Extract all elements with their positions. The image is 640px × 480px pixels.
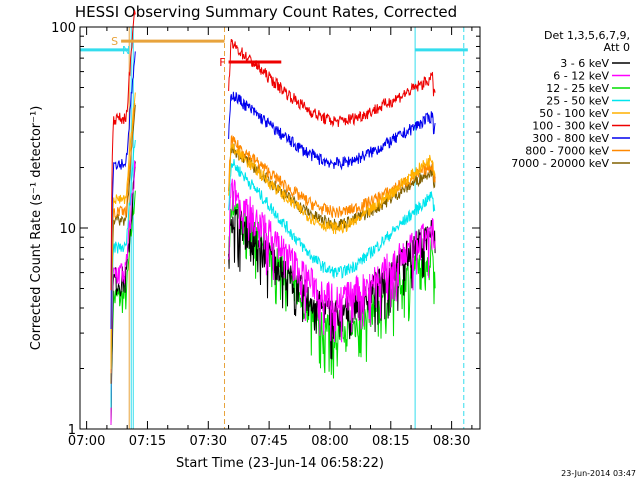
x-tick-label: 07:45	[250, 434, 287, 449]
legend-label-50-100: 50 - 100 keV	[539, 107, 609, 120]
series-800-7000-line	[110, 102, 136, 374]
legend-label-7000-20000: 7000 - 20000 keV	[511, 157, 609, 170]
chart-title: HESSI Observing Summary Count Rates, Cor…	[75, 3, 457, 21]
series-100-300-line	[228, 38, 436, 128]
series-lines	[110, 10, 436, 425]
legend-label-25-50: 25 - 50 keV	[546, 95, 609, 108]
x-tick-label: 07:00	[68, 434, 105, 449]
series-6-12-line	[228, 178, 436, 343]
series-50-100-line	[110, 92, 136, 370]
timestamp: 23-Jun-2014 03:47	[561, 469, 636, 478]
y-axis-ticks: 1 10 100	[51, 21, 480, 438]
series-6-12-line	[110, 160, 136, 425]
legend-label-3-6: 3 - 6 keV	[560, 57, 609, 70]
series-25-50-line	[228, 159, 436, 279]
x-axis-label: Start Time (23-Jun-14 06:58:22)	[176, 456, 384, 471]
series-300-800-line	[110, 51, 136, 330]
y-tick-label: 100	[51, 21, 76, 36]
y-axis-label: Corrected Count Rate (s⁻¹ detector⁻¹)	[29, 106, 44, 351]
series-100-300-line	[110, 10, 136, 291]
legend-label-100-300: 100 - 300 keV	[532, 120, 609, 133]
legend-label-800-7000: 800 - 7000 keV	[525, 145, 609, 158]
legend-label-12-25: 12 - 25 keV	[546, 82, 609, 95]
series-50-100-line	[228, 142, 436, 235]
legend-header-line-2: Att 0	[604, 41, 630, 54]
flag-label: F	[219, 56, 225, 69]
y-tick-label: 1	[68, 423, 76, 438]
series-300-800-line	[228, 91, 436, 171]
x-tick-label: 08:15	[372, 434, 409, 449]
x-tick-label: 08:00	[311, 434, 348, 449]
series-12-25-line	[110, 190, 136, 425]
x-axis-ticks: 07:00 07:15 07:30 07:45 08:00 08:15 08:30	[68, 27, 473, 449]
y-tick-label: 10	[59, 222, 76, 237]
legend-label-300-800: 300 - 800 keV	[532, 132, 609, 145]
legend-header-line-1: Det 1,3,5,6,7,9,	[544, 29, 630, 42]
series-25-50-line	[110, 139, 136, 408]
x-tick-label: 08:30	[433, 434, 470, 449]
x-tick-label: 07:30	[190, 434, 227, 449]
legend-label-6-12: 6 - 12 keV	[553, 70, 609, 83]
x-tick-label: 07:15	[129, 434, 166, 449]
flag-bars: SNF	[80, 35, 468, 69]
flag-label: S	[111, 35, 118, 48]
